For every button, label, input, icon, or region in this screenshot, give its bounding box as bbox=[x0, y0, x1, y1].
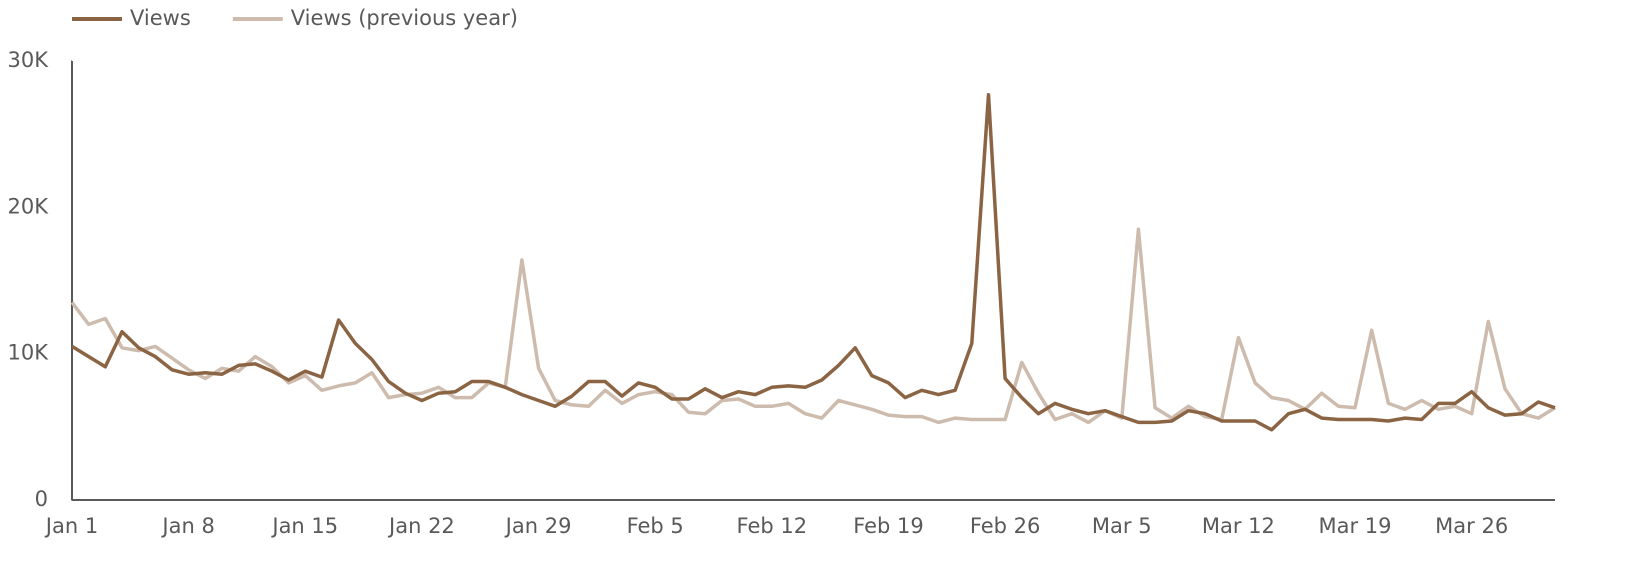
y-tick-label: 30K bbox=[8, 48, 50, 72]
x-tick-label: Mar 5 bbox=[1092, 514, 1152, 538]
series-line bbox=[71, 92, 1556, 432]
x-tick-label: Jan 22 bbox=[387, 514, 455, 538]
y-tick-label: 20K bbox=[8, 194, 50, 218]
x-tick-label: Jan 8 bbox=[160, 514, 214, 538]
series-line bbox=[70, 227, 1556, 425]
legend-label: Views (previous year) bbox=[291, 6, 518, 30]
x-tick-label: Jan 1 bbox=[44, 514, 98, 538]
legend-label: Views bbox=[130, 6, 191, 30]
x-tick-label: Feb 19 bbox=[853, 514, 924, 538]
x-tick-label: Mar 12 bbox=[1202, 514, 1275, 538]
x-tick-label: Feb 12 bbox=[737, 514, 808, 538]
x-tick-label: Feb 5 bbox=[627, 514, 684, 538]
x-tick-label: Mar 26 bbox=[1435, 514, 1508, 538]
x-tick-label: Feb 26 bbox=[970, 514, 1041, 538]
x-tick-label: Mar 19 bbox=[1319, 514, 1392, 538]
y-tick-label: 0 bbox=[35, 487, 48, 511]
x-tick-label: Jan 15 bbox=[270, 514, 338, 538]
x-tick-label: Jan 29 bbox=[504, 514, 572, 538]
y-tick-label: 10K bbox=[8, 341, 50, 365]
